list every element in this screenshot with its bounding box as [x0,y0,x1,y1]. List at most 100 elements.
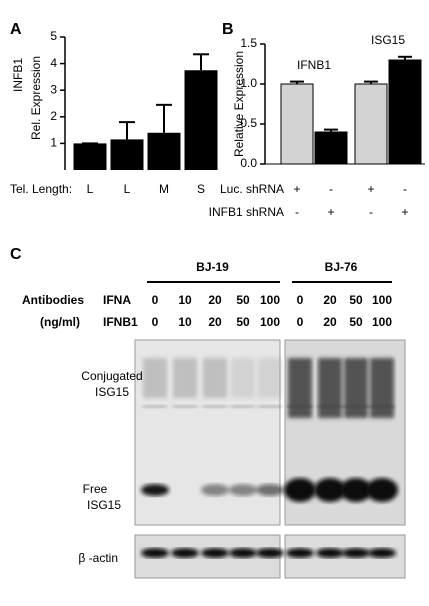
conjugated-smear [231,358,255,398]
condition-sign: - [403,182,407,196]
dose-label: 50 [349,315,363,329]
x-tick-label: M [159,182,169,196]
free-band [201,484,229,496]
bar [110,139,144,170]
y-tick-label: 4 [50,56,57,70]
bar [388,59,422,165]
x-tick-label: L [124,182,131,196]
x-tick-label: S [197,182,205,196]
dose-label: 0 [152,293,159,307]
condition-label: INFB1 shRNA [209,205,284,219]
row-label: Tel. Length: [10,182,72,196]
conjugated-smear [173,358,197,398]
error-bar [156,103,172,133]
conjugated-smear [288,358,312,418]
conjugated-band [173,405,197,408]
dose-label: 20 [208,315,222,329]
dose-label: 20 [323,293,337,307]
conjugated-band [231,405,255,408]
condition-label: Luc. shRNA [220,182,284,196]
conjugated-smear [344,358,368,418]
free-band [314,478,346,502]
y-tick-label: 1 [50,136,57,150]
row-label: IFNA [103,293,131,307]
dose-label: 100 [372,315,392,329]
panel-label: C [10,246,22,263]
error-bar [290,80,304,84]
y-tick-label: 1.5 [240,36,257,50]
conjugated-smear [370,358,394,418]
y-tick-label: 3 [50,82,57,96]
error-bar [324,128,338,132]
bar [73,143,107,170]
condition-sign: + [367,182,374,196]
condition-sign: + [293,182,300,196]
actin-band [141,548,169,558]
error-bar [119,121,135,140]
free-band [366,478,398,502]
dose-label: 100 [260,315,280,329]
conjugated-band [258,405,282,408]
dose-label: 20 [323,315,337,329]
dose-label: 50 [349,293,363,307]
condition-sign: + [327,205,334,219]
bar [184,70,218,170]
actin-band [201,548,229,558]
conjugated-band [344,405,368,408]
condition-sign: - [369,205,373,219]
dose-label: 0 [297,315,304,329]
dose-label: 10 [178,315,192,329]
conjugated-band [370,405,394,408]
free-band [284,478,316,502]
bar [354,83,388,165]
units-label: (ng/ml) [40,315,80,329]
error-bar [193,53,209,71]
free-band [229,484,257,496]
conjugated-band [318,405,342,408]
condition-sign: + [401,205,408,219]
condition-sign: - [295,205,299,219]
band-label: Conjugated [81,369,142,383]
row-label: IFNB1 [103,315,138,329]
category-label: ISG15 [371,33,405,47]
category-label: IFNB1 [297,58,331,72]
bar [280,83,314,165]
actin-band [342,548,370,558]
actin-band [316,548,344,558]
conjugated-smear [318,358,342,418]
free-band [256,484,284,496]
band-label: ISG15 [87,498,121,512]
group-title: BJ-76 [325,260,358,274]
group-title: BJ-19 [196,260,229,274]
conjugated-band [143,405,167,408]
y-tick-label: 5 [50,29,57,43]
bar [314,131,348,165]
band-label: β -actin [78,551,118,565]
conjugated-band [203,405,227,408]
dose-label: 100 [260,293,280,307]
actin-band [229,548,257,558]
actin-band [368,548,396,558]
dose-label: 50 [236,315,250,329]
condition-sign: - [329,182,333,196]
conjugated-smear [143,358,167,398]
bar [147,132,181,170]
panel-label: B [222,21,234,38]
y-tick-label: 0.0 [240,156,257,170]
conjugated-smear [203,358,227,398]
y-tick-label: 1.0 [240,76,257,90]
panel-label: A [10,21,22,38]
dose-label: 0 [297,293,304,307]
dose-label: 20 [208,293,222,307]
dose-label: 0 [152,315,159,329]
error-bar [364,80,378,84]
actin-band [256,548,284,558]
error-bar [398,55,412,60]
y-axis-label: Rel. Expression [29,56,43,140]
y-axis-label: INFB1 [11,58,25,92]
y-tick-label: 2 [50,109,57,123]
dose-label: 10 [178,293,192,307]
dose-label: 50 [236,293,250,307]
